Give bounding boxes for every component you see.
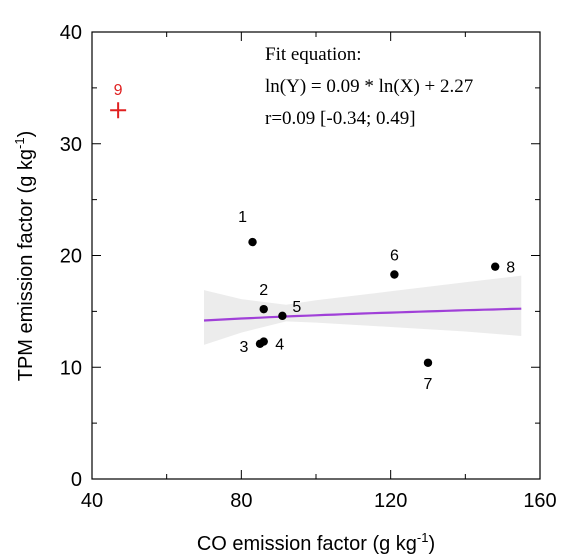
y-tick-label: 30 <box>60 134 82 156</box>
point-label-3: 3 <box>240 339 249 356</box>
data-point-8 <box>491 262 500 271</box>
point-label-4: 4 <box>275 337 284 354</box>
y-tick-label: 40 <box>60 22 82 44</box>
point-label-1: 1 <box>238 209 247 226</box>
data-point-5 <box>278 311 287 321</box>
outlier-point-9 <box>110 102 127 119</box>
fit-equation-title: Fit equation: <box>265 44 362 65</box>
data-point-7 <box>423 358 433 367</box>
fit-correlation: r=0.09 [-0.34; 0.49] <box>265 108 416 129</box>
y-axis-title: TPM emission factor (g kg-1) <box>12 131 37 382</box>
data-point-6 <box>390 270 399 279</box>
point-label-2: 2 <box>259 282 268 299</box>
x-tick-label: 40 <box>81 490 103 512</box>
y-tick-label: 0 <box>71 469 82 491</box>
point-label-5: 5 <box>292 299 301 316</box>
x-axis-title: CO emission factor (g kg-1) <box>197 530 435 555</box>
outlier-label-9: 9 <box>114 82 123 99</box>
point-label-8: 8 <box>506 260 515 277</box>
y-tick-label: 20 <box>60 246 82 268</box>
y-tick-label: 10 <box>60 357 82 379</box>
x-tick-label: 80 <box>230 490 252 512</box>
data-point-2 <box>259 304 268 314</box>
confidence-band <box>204 275 522 345</box>
plot-frame <box>91 31 541 480</box>
data-point-1 <box>248 237 257 247</box>
x-tick-label: 160 <box>523 490 556 512</box>
point-label-7: 7 <box>424 376 433 393</box>
data-point-4 <box>259 337 268 346</box>
x-tick-label: 120 <box>374 490 407 512</box>
point-label-6: 6 <box>390 247 399 264</box>
fit-equation-formula: ln(Y) = 0.09 * ln(X) + 2.27 <box>265 76 473 97</box>
fit-line <box>203 307 522 322</box>
